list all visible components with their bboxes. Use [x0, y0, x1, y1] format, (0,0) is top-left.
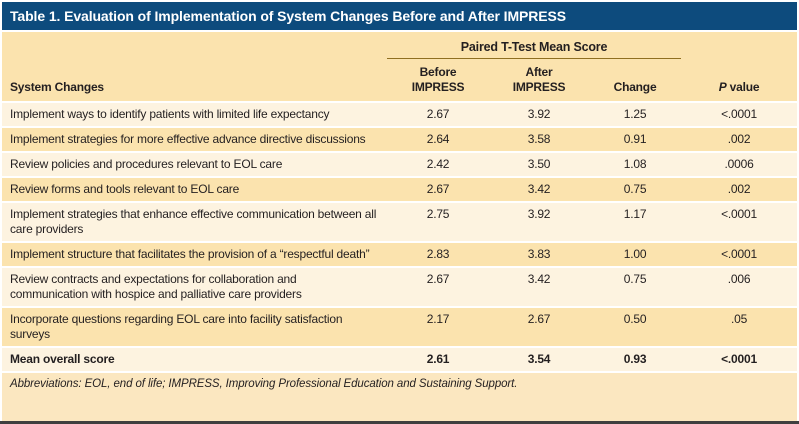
row-label: Implement structure that facilitates the… — [2, 241, 387, 266]
row-label: Incorporate questions regarding EOL care… — [2, 306, 387, 346]
column-header-before-impress: Before IMPRESS — [387, 59, 489, 101]
row-label: Implement strategies for more effective … — [2, 126, 387, 151]
p-value: .002 — [681, 126, 798, 151]
change-value: 0.75 — [589, 266, 682, 306]
before-value: 2.67 — [387, 101, 489, 126]
row-label: Review policies and procedures relevant … — [2, 151, 387, 176]
column-header-after-impress: After IMPRESS — [489, 59, 589, 101]
p-value-suffix: value — [726, 80, 760, 94]
p-value: .006 — [681, 266, 798, 306]
after-value: 3.42 — [489, 176, 589, 201]
after-value: 3.92 — [489, 101, 589, 126]
row-label: Mean overall score — [2, 346, 387, 371]
row-label: Implement strategies that enhance effect… — [2, 201, 387, 241]
change-value: 1.17 — [589, 201, 682, 241]
change-value: 0.91 — [589, 126, 682, 151]
before-value: 2.75 — [387, 201, 489, 241]
table-title: Table 1. Evaluation of Implementation of… — [10, 8, 566, 24]
column-header-after-line2: IMPRESS — [512, 80, 566, 94]
p-value: .002 — [681, 176, 798, 201]
row-label: Implement ways to identify patients with… — [2, 101, 387, 126]
spanner-spacer-left — [2, 32, 387, 59]
p-value-italic-p: P — [718, 80, 727, 94]
data-table: Paired T-Test Mean Score System Changes … — [2, 32, 798, 371]
spanner-row: Paired T-Test Mean Score — [2, 32, 798, 59]
p-value: <.0001 — [681, 201, 798, 241]
after-value: 3.42 — [489, 266, 589, 306]
after-value: 3.83 — [489, 241, 589, 266]
before-value: 2.67 — [387, 266, 489, 306]
column-header-row: System Changes Before IMPRESS After IMPRES… — [2, 59, 798, 101]
before-value: 2.64 — [387, 126, 489, 151]
column-header-p-value: P value — [681, 59, 798, 101]
table-row: Review contracts and expectations for co… — [2, 266, 798, 306]
before-value: 2.83 — [387, 241, 489, 266]
table-row: Implement strategies that enhance effect… — [2, 201, 798, 241]
after-value: 3.54 — [489, 346, 589, 371]
row-label: Review forms and tools relevant to EOL c… — [2, 176, 387, 201]
column-header-system-changes: System Changes — [2, 59, 387, 101]
before-value: 2.67 — [387, 176, 489, 201]
table-title-bar: Table 1. Evaluation of Implementation of… — [2, 2, 797, 30]
table-row: Incorporate questions regarding EOL care… — [2, 306, 798, 346]
column-header-before-line1: Before — [419, 65, 457, 79]
spanner-heading: Paired T-Test Mean Score — [387, 32, 682, 59]
after-value: 2.67 — [489, 306, 589, 346]
change-value: 0.93 — [589, 346, 682, 371]
p-value: <.0001 — [681, 241, 798, 266]
after-value: 3.92 — [489, 201, 589, 241]
table-row: Implement structure that facilitates the… — [2, 241, 798, 266]
before-value: 2.42 — [387, 151, 489, 176]
row-label: Review contracts and expectations for co… — [2, 266, 387, 306]
column-header-change: Change — [589, 59, 682, 101]
after-value: 3.58 — [489, 126, 589, 151]
p-value: <.0001 — [681, 346, 798, 371]
p-value: .0006 — [681, 151, 798, 176]
change-value: 0.50 — [589, 306, 682, 346]
column-header-after-line1: After — [525, 65, 553, 79]
table-body: Implement ways to identify patients with… — [2, 101, 798, 371]
p-value: .05 — [681, 306, 798, 346]
change-value: 1.08 — [589, 151, 682, 176]
before-value: 2.17 — [387, 306, 489, 346]
change-value: 1.00 — [589, 241, 682, 266]
table-footnote: Abbreviations: EOL, end of life; IMPRESS… — [2, 371, 797, 421]
before-value: 2.61 — [387, 346, 489, 371]
table-row: Implement ways to identify patients with… — [2, 101, 798, 126]
column-header-before-line2: IMPRESS — [411, 80, 465, 94]
table-header: Paired T-Test Mean Score System Changes … — [2, 32, 798, 101]
spanner-spacer-right — [681, 32, 798, 59]
after-value: 3.50 — [489, 151, 589, 176]
table-row: Review forms and tools relevant to EOL c… — [2, 176, 798, 201]
table-row-mean-overall: Mean overall score 2.61 3.54 0.93 <.0001 — [2, 346, 798, 371]
change-value: 1.25 — [589, 101, 682, 126]
table-row: Implement strategies for more effective … — [2, 126, 798, 151]
p-value: <.0001 — [681, 101, 798, 126]
change-value: 0.75 — [589, 176, 682, 201]
table-row: Review policies and procedures relevant … — [2, 151, 798, 176]
